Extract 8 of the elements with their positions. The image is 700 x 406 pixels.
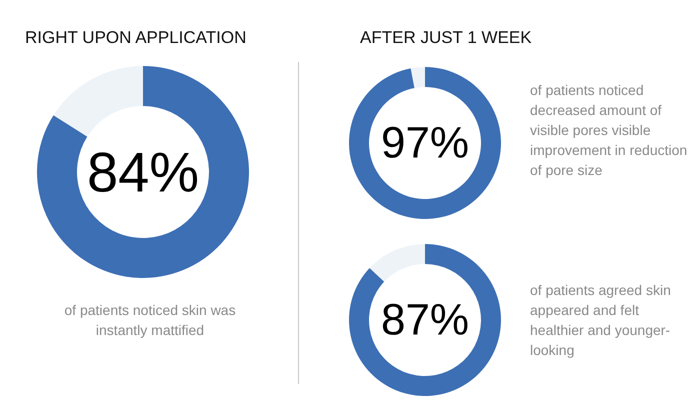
- chart-title: RIGHT UPON APPLICATION: [25, 28, 246, 47]
- data-label: 87%: [380, 296, 470, 344]
- text: of patients agreed skin appeared and felt healthier and younger-looking: [530, 281, 672, 360]
- text: of patients noticed decreased amount of visible pores visible improvement in reduction of pore size: [530, 81, 688, 180]
- data-label: 84%: [86, 140, 200, 204]
- data-label: 97%: [380, 118, 470, 168]
- chart-title: AFTER JUST 1 WEEK: [360, 28, 532, 47]
- text: of patients noticed skin was instantly mattified: [63, 301, 237, 340]
